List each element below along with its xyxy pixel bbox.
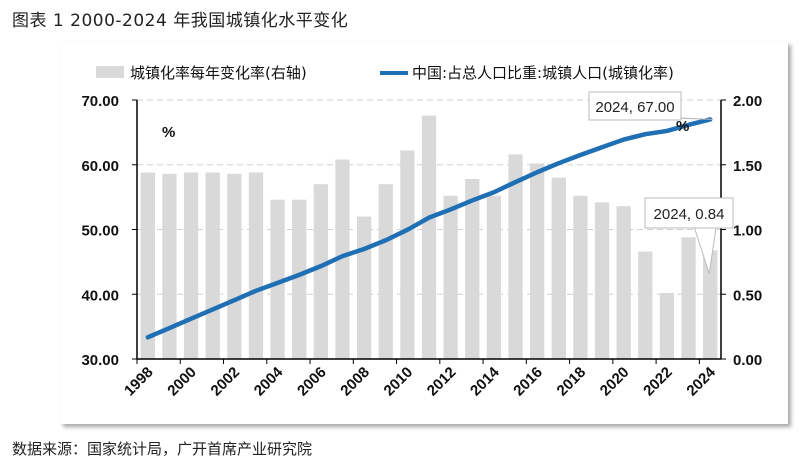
bar-2012 (443, 195, 458, 359)
x-axis-tick-label: 2022 (640, 364, 676, 400)
x-axis-tick-label: 2016 (510, 364, 546, 400)
bar-2002 (227, 173, 242, 359)
bar-2017 (551, 177, 566, 359)
x-axis-tick-label: 2008 (337, 364, 373, 400)
legend-line-label: 中国:占总人口比重:城镇人口(城镇化率) (412, 64, 674, 82)
bar-2010 (400, 150, 415, 359)
left-axis-tick-label: 70.00 (81, 93, 119, 110)
x-axis-tick-label: 2002 (208, 364, 244, 400)
x-axis-tick-label: 2012 (424, 364, 460, 400)
bar-1998 (140, 172, 155, 359)
bar-2005 (292, 199, 307, 359)
x-axis-tick-label: 2018 (554, 364, 590, 400)
bar-2020 (616, 206, 631, 359)
bar-2014 (486, 195, 502, 359)
right-axis-tick-label: 0.50 (733, 287, 762, 304)
x-axis-tick-label: 2014 (467, 363, 503, 399)
bar-2023 (681, 237, 696, 359)
bar-2015 (508, 154, 523, 359)
bar-2001 (205, 172, 220, 359)
legend-bar-label: 城镇化率每年变化率(右轴) (130, 64, 307, 82)
bar-2016 (530, 163, 545, 359)
bar-2008 (356, 216, 372, 359)
bar-2019 (594, 202, 610, 359)
x-axis-tick-label: 2006 (294, 364, 330, 400)
left-axis-tick-label: 50.00 (81, 223, 119, 240)
x-axis-tick-label: 1998 (121, 364, 157, 400)
annotation-box (588, 91, 682, 121)
figure-title: 图表 1 2000-2024 年我国城镇化水平变化 (12, 11, 349, 31)
urbanization-rate-line (145, 117, 713, 340)
left-axis-tick-label: 30.00 (81, 352, 119, 369)
bar-2013 (465, 178, 480, 359)
bar-2007 (335, 159, 350, 359)
left-axis-tick-label: 40.00 (81, 287, 119, 304)
left-unit-label: % (162, 124, 175, 141)
x-axis-tick-label: 2010 (381, 364, 417, 400)
bar-2021 (638, 251, 653, 359)
x-axis-tick-label: 2004 (251, 363, 287, 399)
bar-2009 (378, 184, 393, 359)
bar-2004 (270, 199, 285, 359)
bar-2000 (183, 172, 199, 359)
right-axis-tick-label: 1.00 (733, 223, 762, 240)
line-annotation: 2024, 67.00 (595, 99, 674, 116)
right-axis-tick-label: 1.50 (733, 158, 762, 175)
bar-1999 (162, 173, 177, 359)
bar-2022 (659, 292, 675, 359)
x-axis-tick-label: 2024 (683, 363, 719, 399)
legend-bar-swatch (96, 66, 124, 78)
bar-2006 (313, 184, 328, 359)
bar-2024 (703, 250, 718, 359)
right-axis-tick-label: 0.00 (733, 352, 762, 369)
bar-2011 (421, 115, 437, 359)
left-axis-tick-label: 60.00 (81, 158, 119, 175)
annotation-box (644, 197, 734, 229)
bar-annotation: 2024, 0.84 (654, 206, 725, 223)
source-note: 数据来源：国家统计局，广开首席产业研究院 (12, 440, 313, 458)
bar-2018 (573, 195, 588, 359)
bar-2003 (248, 172, 264, 359)
right-axis-tick-label: 2.00 (733, 93, 762, 110)
right-unit-label: % (676, 118, 689, 135)
x-axis-tick-label: 2000 (164, 364, 200, 400)
x-axis-tick-label: 2020 (597, 364, 633, 400)
